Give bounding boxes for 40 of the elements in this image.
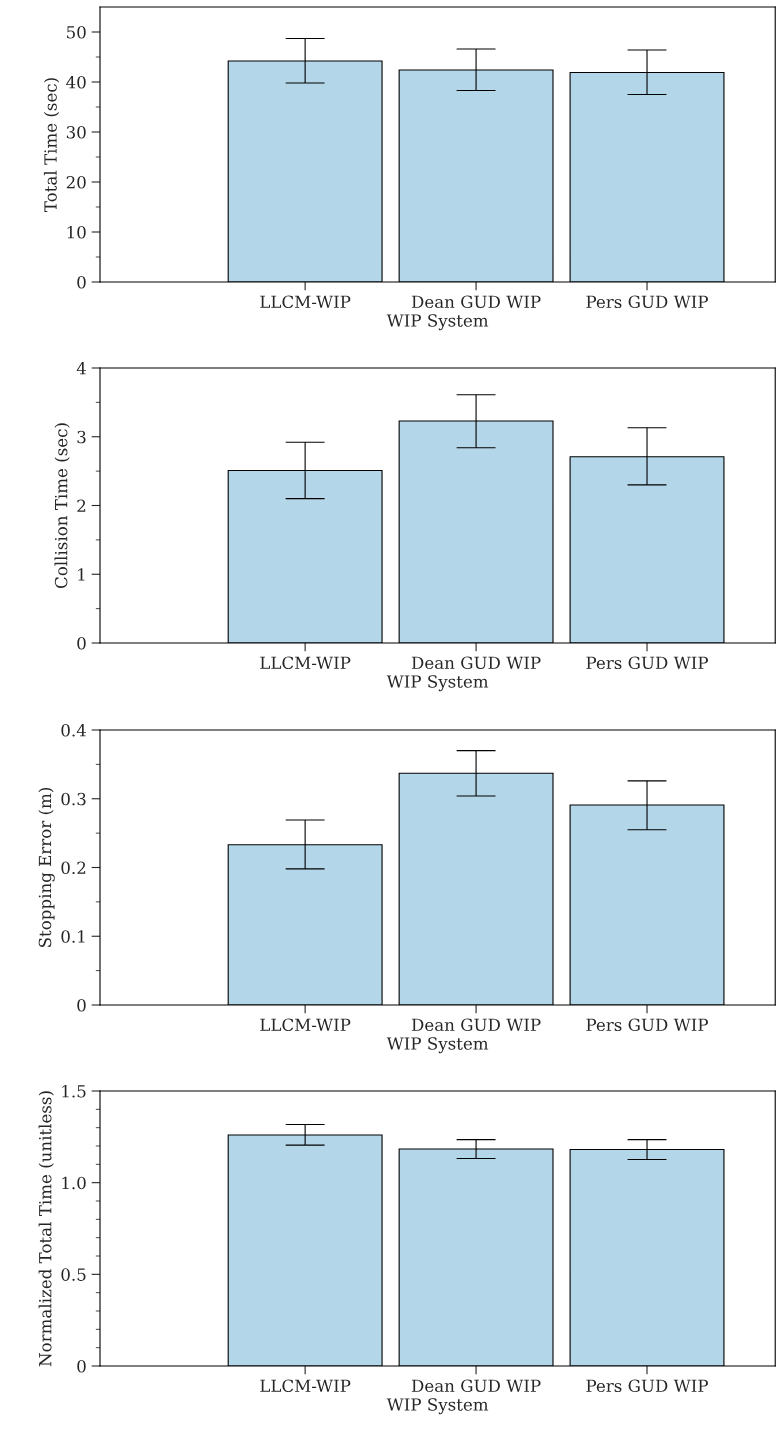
y-tick-label: 30 — [66, 125, 86, 139]
y-tick-label: 20 — [66, 175, 86, 189]
y-tick-label: 0.5 — [61, 1268, 86, 1281]
y-tick-label: 1 — [78, 568, 85, 581]
y-tick-label: 10 — [67, 225, 86, 239]
y-tick-label: 0 — [77, 1359, 86, 1373]
x-tick-label: LLCM-WIP — [260, 295, 351, 309]
y-tick-label: 40 — [66, 75, 86, 89]
y-axis-title: Total Time (sec) — [43, 78, 60, 212]
y-tick-label: 50 — [67, 25, 86, 39]
x-tick-label: LLCM-WIP — [260, 1379, 351, 1393]
y-tick-label: 3 — [77, 430, 86, 444]
y-axis-title: Collision Time (sec) — [54, 423, 70, 589]
x-tick-label: LLCM-WIP — [260, 656, 351, 670]
y-tick-label: 0.2 — [61, 861, 86, 875]
x-tick-label: Dean GUD WIP — [411, 1018, 541, 1032]
x-tick-label: Dean GUD WIP — [411, 295, 541, 309]
y-tick-label: 1.5 — [62, 1084, 86, 1098]
y-tick-label: 0 — [77, 636, 86, 650]
x-tick-label: Pers GUD WIP — [586, 656, 708, 670]
x-tick-label: LLCM-WIP — [260, 1018, 351, 1032]
y-tick-label: 0 — [77, 275, 86, 289]
y-tick-label: 0 — [77, 998, 86, 1012]
x-axis-title: WIP System — [386, 1037, 489, 1054]
y-tick-label: 0.4 — [61, 723, 86, 737]
y-tick-label: 4 — [76, 361, 86, 375]
x-tick-label: Pers GUD WIP — [586, 295, 708, 309]
x-tick-label: Pers GUD WIP — [586, 1018, 708, 1032]
x-tick-label: Dean GUD WIP — [411, 656, 541, 670]
y-tick-label: 0.3 — [61, 792, 86, 806]
x-axis-title: WIP System — [386, 1398, 489, 1415]
x-axis-title: WIP System — [386, 675, 489, 692]
x-tick-label: Pers GUD WIP — [586, 1379, 708, 1393]
y-tick-label: 1.0 — [62, 1176, 86, 1190]
y-axis-title: Normalized Total Time (unitless) — [38, 1091, 54, 1367]
x-axis-title: WIP System — [386, 314, 489, 331]
y-tick-label: 2 — [77, 499, 86, 512]
x-tick-label: Dean GUD WIP — [411, 1379, 541, 1393]
y-axis-title: Stopping Error (m) — [38, 787, 55, 947]
y-tick-label: 0.1 — [61, 930, 85, 943]
